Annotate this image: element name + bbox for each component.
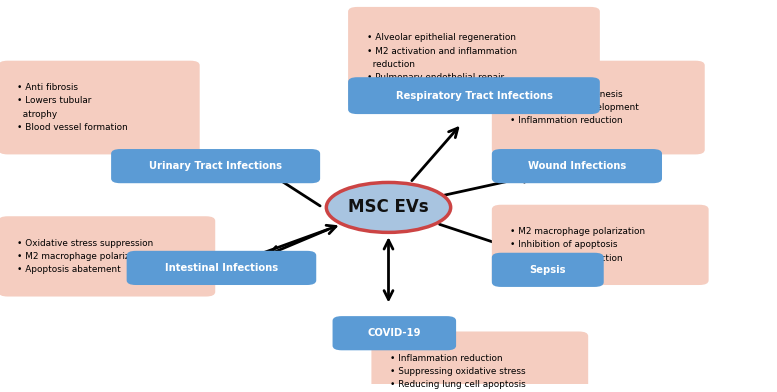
Text: MSC EVs: MSC EVs bbox=[348, 198, 429, 216]
Text: • Inflammation reduction
• Suppressing oxidative stress
• Reducing lung cell apo: • Inflammation reduction • Suppressing o… bbox=[390, 354, 526, 389]
Text: Respiratory Tract Infections: Respiratory Tract Infections bbox=[395, 91, 552, 101]
Text: • Enhances angiogenesis
• Reduces scar development
• Inflammation reduction: • Enhances angiogenesis • Reduces scar d… bbox=[510, 90, 639, 125]
FancyBboxPatch shape bbox=[127, 251, 316, 285]
FancyBboxPatch shape bbox=[0, 216, 215, 296]
FancyBboxPatch shape bbox=[492, 253, 604, 287]
Text: Wound Infections: Wound Infections bbox=[528, 161, 626, 171]
Text: Urinary Tract Infections: Urinary Tract Infections bbox=[149, 161, 282, 171]
Text: • Alveolar epithelial regeneration
• M2 activation and inflammation
  reduction
: • Alveolar epithelial regeneration • M2 … bbox=[367, 33, 517, 82]
FancyBboxPatch shape bbox=[333, 316, 456, 350]
FancyBboxPatch shape bbox=[111, 149, 320, 183]
Text: Sepsis: Sepsis bbox=[530, 265, 566, 275]
FancyBboxPatch shape bbox=[0, 61, 200, 154]
FancyBboxPatch shape bbox=[492, 149, 662, 183]
Text: • M2 macrophage polarization
• Inhibition of apoptosis
• Inflammation reduction: • M2 macrophage polarization • Inhibitio… bbox=[510, 227, 646, 263]
Ellipse shape bbox=[326, 182, 451, 232]
FancyBboxPatch shape bbox=[371, 332, 588, 392]
Text: • Oxidative stress suppression
• M2 macrophage polarization
• Apoptosis abatemen: • Oxidative stress suppression • M2 macr… bbox=[17, 239, 153, 274]
FancyBboxPatch shape bbox=[348, 7, 600, 108]
Text: Intestinal Infections: Intestinal Infections bbox=[165, 263, 278, 273]
Text: • Anti fibrosis
• Lowers tubular
  atrophy
• Blood vessel formation: • Anti fibrosis • Lowers tubular atrophy… bbox=[17, 83, 128, 132]
FancyBboxPatch shape bbox=[492, 205, 709, 285]
Text: COVID-19: COVID-19 bbox=[368, 328, 421, 338]
FancyBboxPatch shape bbox=[492, 61, 705, 154]
FancyBboxPatch shape bbox=[348, 77, 600, 114]
